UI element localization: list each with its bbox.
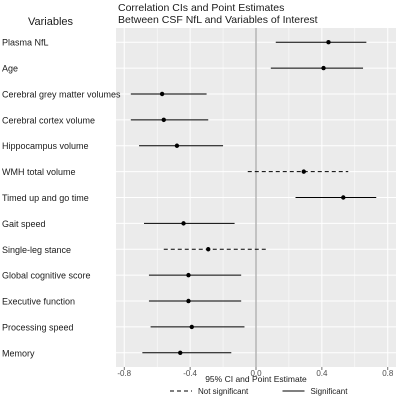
x-tick-label: -0.4: [183, 369, 197, 378]
variable-label: WMH total volume: [2, 167, 76, 177]
variable-label: Memory: [2, 348, 35, 358]
point-estimate: [301, 169, 306, 174]
point-estimate: [341, 195, 346, 200]
x-tick-label: 0.4: [316, 369, 328, 378]
point-estimate: [321, 65, 326, 71]
variable-label: Executive function: [2, 297, 75, 307]
x-axis-ticks: -0.8 -0.4 0.0 0.4 0.8: [117, 367, 394, 378]
variable-label: Cerebral grey matter volumes: [2, 89, 121, 99]
variable-label: Cerebral cortex volume: [2, 115, 95, 125]
variable-label: Plasma NfL: [2, 38, 49, 48]
x-axis-title: 95% CI and Point Estimate: [205, 374, 307, 384]
legend-label: Not significant: [198, 387, 249, 396]
point-estimate: [161, 117, 166, 123]
chart-subtitle: Between CSF NfL and Variables of Interes…: [118, 14, 318, 26]
point-estimate: [181, 221, 186, 226]
variable-label: Global cognitive score: [2, 271, 91, 281]
variable-label: Hippocampus volume: [2, 141, 89, 151]
variable-label: Age: [2, 64, 18, 74]
x-tick-label: 0.0: [250, 369, 262, 378]
y-axis-title: Variables: [28, 16, 74, 28]
point-estimate: [186, 272, 191, 278]
variable-label: Single-leg stance: [2, 245, 71, 255]
point-estimate: [174, 143, 180, 148]
x-tick-label: -0.8: [117, 369, 131, 378]
variable-label: Processing speed: [2, 322, 74, 332]
point-estimate: [159, 91, 165, 97]
point-estimate: [326, 40, 331, 45]
point-estimate: [186, 298, 191, 304]
chart-title: Correlation CIs and Point Estimates: [118, 2, 284, 14]
point-estimate: [206, 247, 211, 252]
variable-labels: Plasma NfL Age Cerebral grey matter volume…: [2, 38, 121, 359]
variable-label: Timed up and go time: [2, 193, 89, 203]
chart-marks: [130, 40, 377, 355]
legend-label: Significant: [311, 387, 349, 396]
point-estimate: [189, 324, 194, 330]
point-estimate: [178, 350, 183, 355]
variable-label: Gait speed: [2, 219, 46, 229]
x-tick-label: 0.8: [382, 369, 394, 378]
legend: Not significant Significant: [170, 387, 348, 396]
